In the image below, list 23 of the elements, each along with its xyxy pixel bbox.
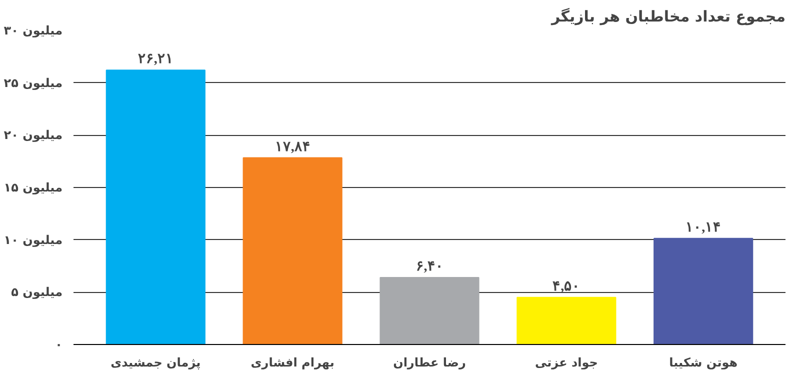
data-label: ۴,۵۰ bbox=[552, 279, 580, 294]
y-tick-label: ۲۵ میلیون bbox=[4, 76, 62, 90]
bar bbox=[106, 70, 206, 344]
x-tick-label: هوتن شکیبا bbox=[669, 356, 738, 370]
x-tick-label: پژمان جمشیدی bbox=[110, 356, 201, 370]
y-tick-label: ۳۰ میلیون bbox=[4, 24, 62, 38]
data-label: ۶,۴۰ bbox=[416, 260, 444, 275]
bar bbox=[380, 277, 480, 344]
x-tick-label: بهرام افشاری bbox=[250, 356, 334, 370]
x-tick-label: جواد عزتی bbox=[534, 356, 598, 370]
y-tick-label: ۱۰ میلیون bbox=[4, 232, 62, 247]
x-tick-label: رضا عطاران bbox=[393, 356, 466, 370]
chart-title: مجموع تعداد مخاطبان هر بازیگر bbox=[550, 8, 786, 26]
data-label: ۱۰,۱۴ bbox=[686, 220, 722, 236]
data-label: ۲۶,۲۱ bbox=[138, 52, 174, 68]
bar bbox=[654, 238, 754, 344]
y-tick-label: ۱۵ میلیون bbox=[4, 180, 62, 194]
bar bbox=[242, 157, 342, 344]
bar bbox=[516, 296, 616, 344]
y-tick-label: ۲۰ میلیون bbox=[4, 128, 62, 142]
y-tick-label: ۰ bbox=[55, 338, 63, 352]
data-label: ۱۷,۸۴ bbox=[274, 140, 310, 155]
y-tick-label: ۵ میلیون bbox=[11, 285, 63, 300]
